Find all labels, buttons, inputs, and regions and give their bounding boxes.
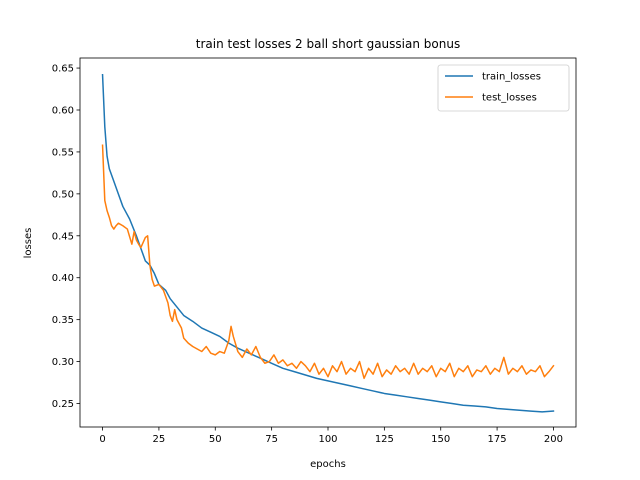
y-tick-label: 0.45 [52,231,74,242]
y-tick-label: 0.65 [52,64,74,75]
plot-area [101,73,555,413]
y-axis: 0.25 0.30 0.35 0.40 0.45 0.50 0.55 0.60 0.65 [52,64,80,410]
y-tick-label: 0.25 [52,399,74,410]
y-tick-label: 0.40 [52,273,74,284]
x-tick-label: 75 [265,434,278,445]
series-line-test-losses [101,144,555,380]
y-axis-label: losses [23,228,34,259]
x-axis: 0 25 50 75 100 125 150 175 200 [99,427,563,445]
x-tick-label: 0 [99,434,105,445]
x-tick-label: 125 [375,434,394,445]
x-tick-label: 100 [318,434,337,445]
y-tick-label: 0.35 [52,315,74,326]
legend-label-test-losses: test_losses [482,93,537,104]
x-axis-label: epochs [310,459,346,470]
legend: train_losses test_losses [437,64,570,112]
legend-label-train-losses: train_losses [482,72,541,83]
y-tick-label: 0.55 [52,147,74,158]
x-tick-label: 150 [431,434,450,445]
chart-title: train test losses 2 ball short gaussian … [196,37,460,51]
y-tick-label: 0.60 [52,105,74,116]
x-tick-label: 25 [153,434,166,445]
y-tick-label: 0.30 [52,357,74,368]
x-tick-label: 50 [209,434,222,445]
x-tick-label: 200 [544,434,563,445]
y-tick-label: 0.50 [52,189,74,200]
x-tick-label: 175 [488,434,507,445]
series-line-train-losses [101,73,555,413]
